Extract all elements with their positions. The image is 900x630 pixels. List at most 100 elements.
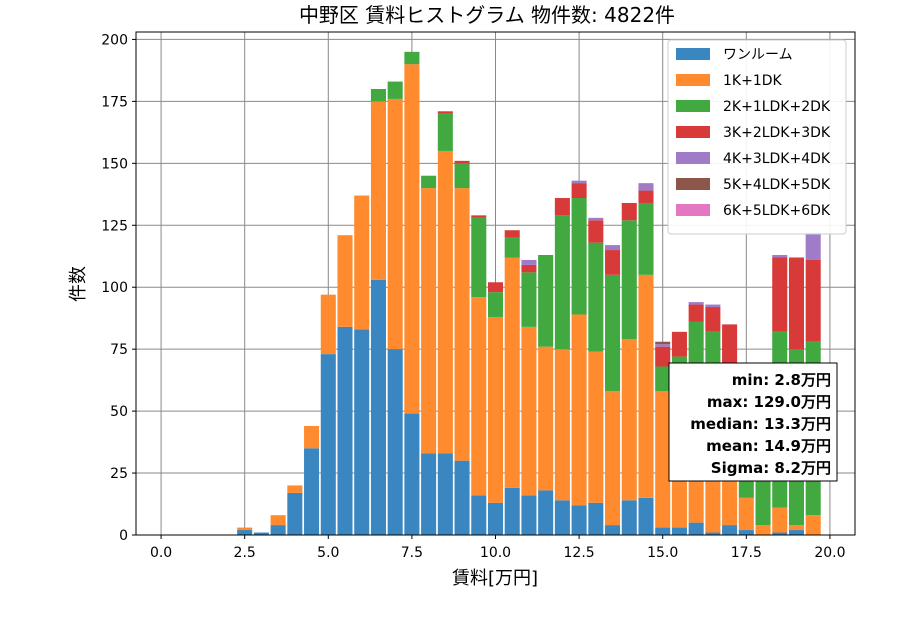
legend-swatch-4 [676, 152, 710, 164]
bar-0-11 [337, 326, 353, 535]
x-axis-label: 賃料[万円] [452, 568, 538, 589]
legend-box [667, 39, 847, 235]
bar-2-27 [605, 274, 621, 392]
bar-1-29 [638, 274, 654, 498]
x-tick-label-4: 10.0 [480, 545, 511, 561]
bar-2-30 [655, 366, 671, 392]
bar-0-26 [588, 502, 604, 535]
legend-swatch-6 [676, 204, 710, 216]
x-tick-label-1: 2.5 [234, 545, 256, 561]
bar-1-27 [605, 391, 621, 526]
bar-2-16 [421, 175, 437, 189]
y-tick-label-7: 175 [101, 94, 128, 110]
bar-2-28 [621, 220, 637, 340]
x-axis-ticks: 0.0 2.5 5.0 7.5 10.0 12.5 15.0 17.5 20.0 [150, 535, 846, 561]
bar-1-26 [588, 351, 604, 503]
legend-label-5: 5K+4LDK+5DK [723, 177, 831, 193]
bar-3-26 [588, 220, 604, 243]
bar-1-21 [504, 257, 520, 488]
bar-3-20 [487, 282, 504, 293]
bar-4-39 [805, 232, 821, 260]
bar-2-13 [370, 88, 386, 102]
bar-0-8 [287, 492, 303, 535]
legend-label-0: ワンルーム [723, 47, 793, 63]
bar-3-25 [571, 183, 587, 199]
bar-0-27 [605, 525, 621, 535]
bar-0-22 [521, 495, 537, 535]
y-tick-label-6: 150 [101, 156, 128, 172]
legend-label-3: 3K+2LDK+3DK [723, 125, 831, 141]
x-tick-label-8: 20.0 [814, 545, 845, 561]
bar-0-25 [571, 505, 587, 535]
bar-5-30 [655, 341, 671, 345]
bar-4-25 [571, 180, 587, 184]
legend: ワンルーム 1K+1DK 2K+1LDK+2DK 3K+2LDK+3DK 4K+3LDK… [667, 39, 847, 235]
bar-0-29 [638, 497, 654, 535]
bar-1-7 [270, 515, 286, 526]
legend-label-4: 4K+3LDK+4DK [723, 151, 831, 167]
bar-2-24 [554, 215, 570, 350]
bar-1-18 [454, 188, 470, 461]
legend-swatch-0 [676, 48, 710, 60]
bar-0-38 [788, 530, 805, 535]
bar-1-23 [538, 346, 554, 491]
y-axis-label: 件数 [68, 266, 89, 302]
x-tick-label-2: 5.0 [317, 545, 339, 561]
bar-2-15 [404, 51, 420, 65]
bar-2-23 [538, 255, 554, 347]
bar-1-12 [354, 195, 370, 330]
legend-swatch-5 [676, 178, 710, 190]
legend-label-1: 1K+1DK [723, 73, 783, 89]
bar-3-21 [504, 230, 520, 238]
bar-0-21 [504, 487, 520, 535]
stats-sigma: Sigma: 8.2万円 [711, 459, 831, 477]
bar-2-19 [471, 217, 487, 298]
bar-2-21 [504, 237, 520, 258]
bar-0-6 [253, 532, 269, 535]
bar-4-30 [655, 344, 671, 347]
legend-label-2: 2K+1LDK+2DK [723, 99, 831, 115]
x-tick-label-0: 0.0 [150, 545, 172, 561]
bar-4-29 [638, 183, 654, 191]
bar-2-26 [588, 242, 604, 352]
bar-0-35 [738, 530, 754, 535]
bar-4-26 [588, 217, 604, 221]
bar-1-37 [772, 507, 788, 533]
bar-1-16 [421, 188, 437, 454]
bar-1-28 [621, 339, 637, 501]
bar-1-22 [521, 326, 537, 496]
legend-swatch-3 [676, 126, 710, 138]
bar-0-15 [404, 413, 420, 535]
bar-4-33 [705, 304, 721, 308]
bar-3-17 [437, 111, 453, 114]
bar-1-20 [487, 316, 504, 503]
stats-median: median: 13.3万円 [690, 415, 831, 433]
bar-4-22 [521, 259, 537, 265]
bar-1-35 [738, 497, 754, 531]
bar-1-8 [287, 485, 303, 493]
stats-max: max: 129.0万円 [707, 393, 831, 411]
bar-3-29 [638, 190, 654, 203]
bar-2-29 [638, 202, 654, 275]
bar-0-34 [722, 525, 738, 535]
y-tick-label-0: 0 [119, 528, 128, 544]
bar-1-15 [404, 64, 420, 414]
legend-label-6: 6K+5LDK+6DK [723, 203, 831, 219]
y-axis-ticks: 0 25 50 75 100 125 150 175 200 [101, 32, 136, 544]
stats-box: min: 2.8万円 max: 129.0万円 median: 13.3万円 mean… [668, 362, 838, 482]
bar-3-34 [722, 324, 738, 369]
bar-1-10 [320, 294, 336, 355]
bar-1-36 [755, 525, 771, 535]
bar-1-30 [655, 391, 671, 528]
bar-3-24 [554, 198, 570, 216]
bar-1-11 [337, 235, 353, 327]
bar-3-37 [772, 257, 788, 332]
y-tick-label-5: 125 [101, 218, 128, 234]
x-tick-label-7: 17.5 [731, 545, 762, 561]
bar-0-23 [538, 490, 554, 535]
bar-3-39 [805, 259, 821, 342]
bar-3-28 [621, 202, 637, 221]
bar-3-30 [655, 346, 671, 367]
bar-3-38 [788, 257, 805, 350]
